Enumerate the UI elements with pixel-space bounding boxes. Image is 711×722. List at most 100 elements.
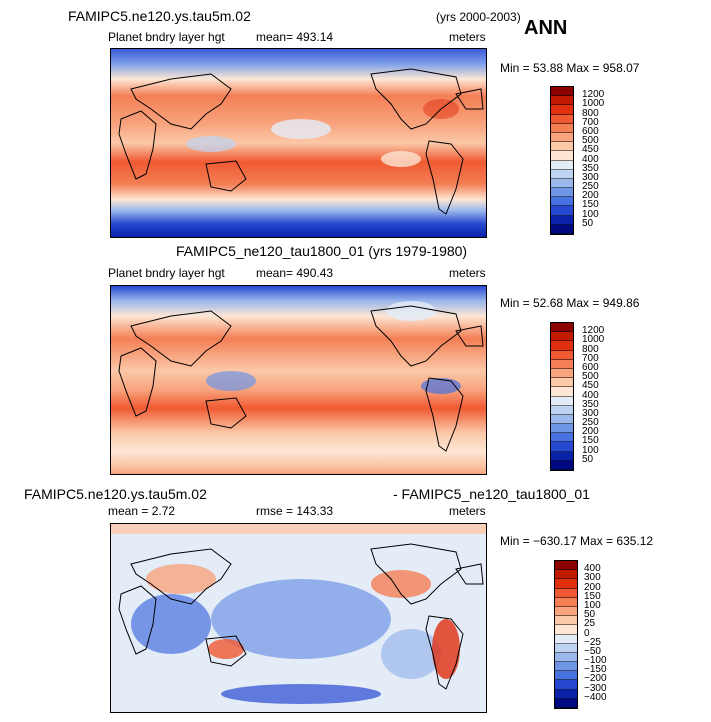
colorbar-tick-label: 400 (584, 563, 601, 575)
colorbar-tick-label: 200 (582, 190, 599, 202)
colorbar-swatch (551, 188, 573, 198)
colorbar-swatch (551, 142, 573, 152)
colorbar-tick-label: 1000 (582, 334, 605, 346)
colorbar-tick-label: 200 (584, 581, 601, 593)
panel1-map (110, 48, 487, 238)
colorbar-swatch (551, 151, 573, 161)
colorbar-swatch (551, 178, 573, 189)
colorbar-tick-label: 500 (582, 371, 599, 383)
colorbar-tick-label: 150 (584, 590, 601, 602)
panel3-map (110, 523, 487, 713)
colorbar-swatch (551, 123, 573, 133)
colorbar-tick-label: 25 (584, 618, 596, 630)
colorbar-swatch (555, 680, 577, 690)
colorbar-swatch (551, 132, 573, 143)
colorbar-swatch (551, 405, 573, 415)
colorbar-swatch (551, 332, 573, 342)
colorbar-tick-label: 1000 (582, 98, 605, 110)
panel3-map-field (111, 524, 486, 712)
panel2-minmax: Min = 52.68 Max = 949.86 (500, 296, 640, 310)
panel1-title-left: FAMIPC5.ne120.ys.tau5m.02 (68, 8, 251, 24)
colorbar-swatch (551, 451, 573, 461)
colorbar-swatch (555, 643, 577, 653)
colorbar-swatch (551, 368, 573, 379)
colorbar-swatch (551, 414, 573, 425)
colorbar-tick-label: 450 (582, 380, 599, 392)
colorbar-tick-label: 1200 (582, 325, 605, 337)
panel1-title-right: (yrs 2000-2003) (436, 10, 521, 24)
colorbar-swatch (555, 606, 577, 617)
panel2-map (110, 285, 487, 475)
panel2-units: meters (449, 266, 486, 280)
colorbar-swatch (551, 378, 573, 388)
panel3-rmse: rmse = 143.33 (256, 504, 334, 518)
colorbar-tick-label: 800 (582, 343, 599, 355)
colorbar-swatch (555, 616, 577, 626)
colorbar-tick-label: 450 (582, 144, 599, 156)
panel3-title-left: FAMIPC5.ne120.ys.tau5m.02 (24, 486, 207, 502)
panel3-title-right: - FAMIPC5_ne120_tau1800_01 (393, 486, 590, 502)
colorbar-swatch (551, 87, 573, 97)
panel3-minmax: Min = −630.17 Max = 635.12 (500, 534, 654, 548)
colorbar-tick-label: −300 (584, 682, 607, 694)
panel1-colorbar-swatches (551, 87, 573, 234)
colorbar-tick-label: 600 (582, 361, 599, 373)
colorbar-tick-label: 1200 (582, 89, 605, 101)
colorbar-swatch (555, 579, 577, 589)
colorbar-swatch (555, 561, 577, 571)
colorbar-swatch (551, 396, 573, 406)
panel3-mean: mean = 2.72 (108, 504, 176, 518)
colorbar-swatch (555, 625, 577, 635)
panel2-mean: mean= 490.43 (256, 266, 334, 280)
colorbar-tick-label: 300 (582, 407, 599, 419)
colorbar-tick-label: 50 (582, 453, 594, 465)
colorbar-tick-label: 150 (582, 199, 599, 211)
colorbar-swatch (551, 224, 573, 234)
colorbar-swatch (551, 160, 573, 170)
colorbar-swatch (555, 570, 577, 580)
panel1-minmax: Min = 53.88 Max = 958.07 (500, 61, 640, 75)
colorbar-tick-label: 100 (584, 599, 601, 611)
colorbar-swatch (555, 634, 577, 644)
panel2-variable: Planet bndry layer hgt (108, 266, 225, 280)
colorbar-swatch (551, 105, 573, 115)
colorbar-tick-label: 50 (582, 217, 594, 229)
colorbar-tick-label: −100 (584, 655, 607, 667)
colorbar-tick-label: 400 (582, 389, 599, 401)
colorbar-tick-label: −150 (584, 664, 607, 676)
colorbar-tick-label: 250 (582, 417, 599, 429)
colorbar-swatch (555, 689, 577, 699)
colorbar-swatch (551, 114, 573, 124)
colorbar-swatch (551, 359, 573, 369)
colorbar-swatch (551, 387, 573, 397)
colorbar-swatch (551, 442, 573, 452)
colorbar-tick-label: 150 (582, 435, 599, 447)
colorbar-tick-label: 400 (582, 153, 599, 165)
colorbar-swatch (551, 350, 573, 360)
panel3-colorbar-swatches (555, 561, 577, 708)
colorbar-swatch (551, 433, 573, 443)
panel2-colorbar-swatches (551, 323, 573, 470)
panel2-colorbar (550, 322, 574, 471)
colorbar-tick-label: 100 (582, 208, 599, 220)
colorbar-tick-label: 250 (582, 181, 599, 193)
colorbar-tick-label: 700 (582, 352, 599, 364)
colorbar-tick-label: 700 (582, 116, 599, 128)
colorbar-tick-label: 350 (582, 162, 599, 174)
panel3-units: meters (449, 504, 486, 518)
colorbar-tick-label: 50 (584, 609, 596, 621)
colorbar-tick-label: 300 (582, 171, 599, 183)
colorbar-tick-label: 600 (582, 125, 599, 137)
panel1-units: meters (449, 30, 486, 44)
colorbar-swatch (551, 96, 573, 106)
panel1-map-field (111, 49, 486, 237)
colorbar-tick-label: 200 (582, 426, 599, 438)
panel2-map-field (111, 286, 486, 474)
colorbar-tick-label: −400 (584, 691, 607, 703)
colorbar-tick-label: −200 (584, 673, 607, 685)
season-label: ANN (524, 17, 568, 39)
colorbar-tick-label: 0 (584, 627, 590, 639)
colorbar-swatch (551, 323, 573, 333)
colorbar-swatch (551, 169, 573, 179)
colorbar-swatch (555, 662, 577, 672)
